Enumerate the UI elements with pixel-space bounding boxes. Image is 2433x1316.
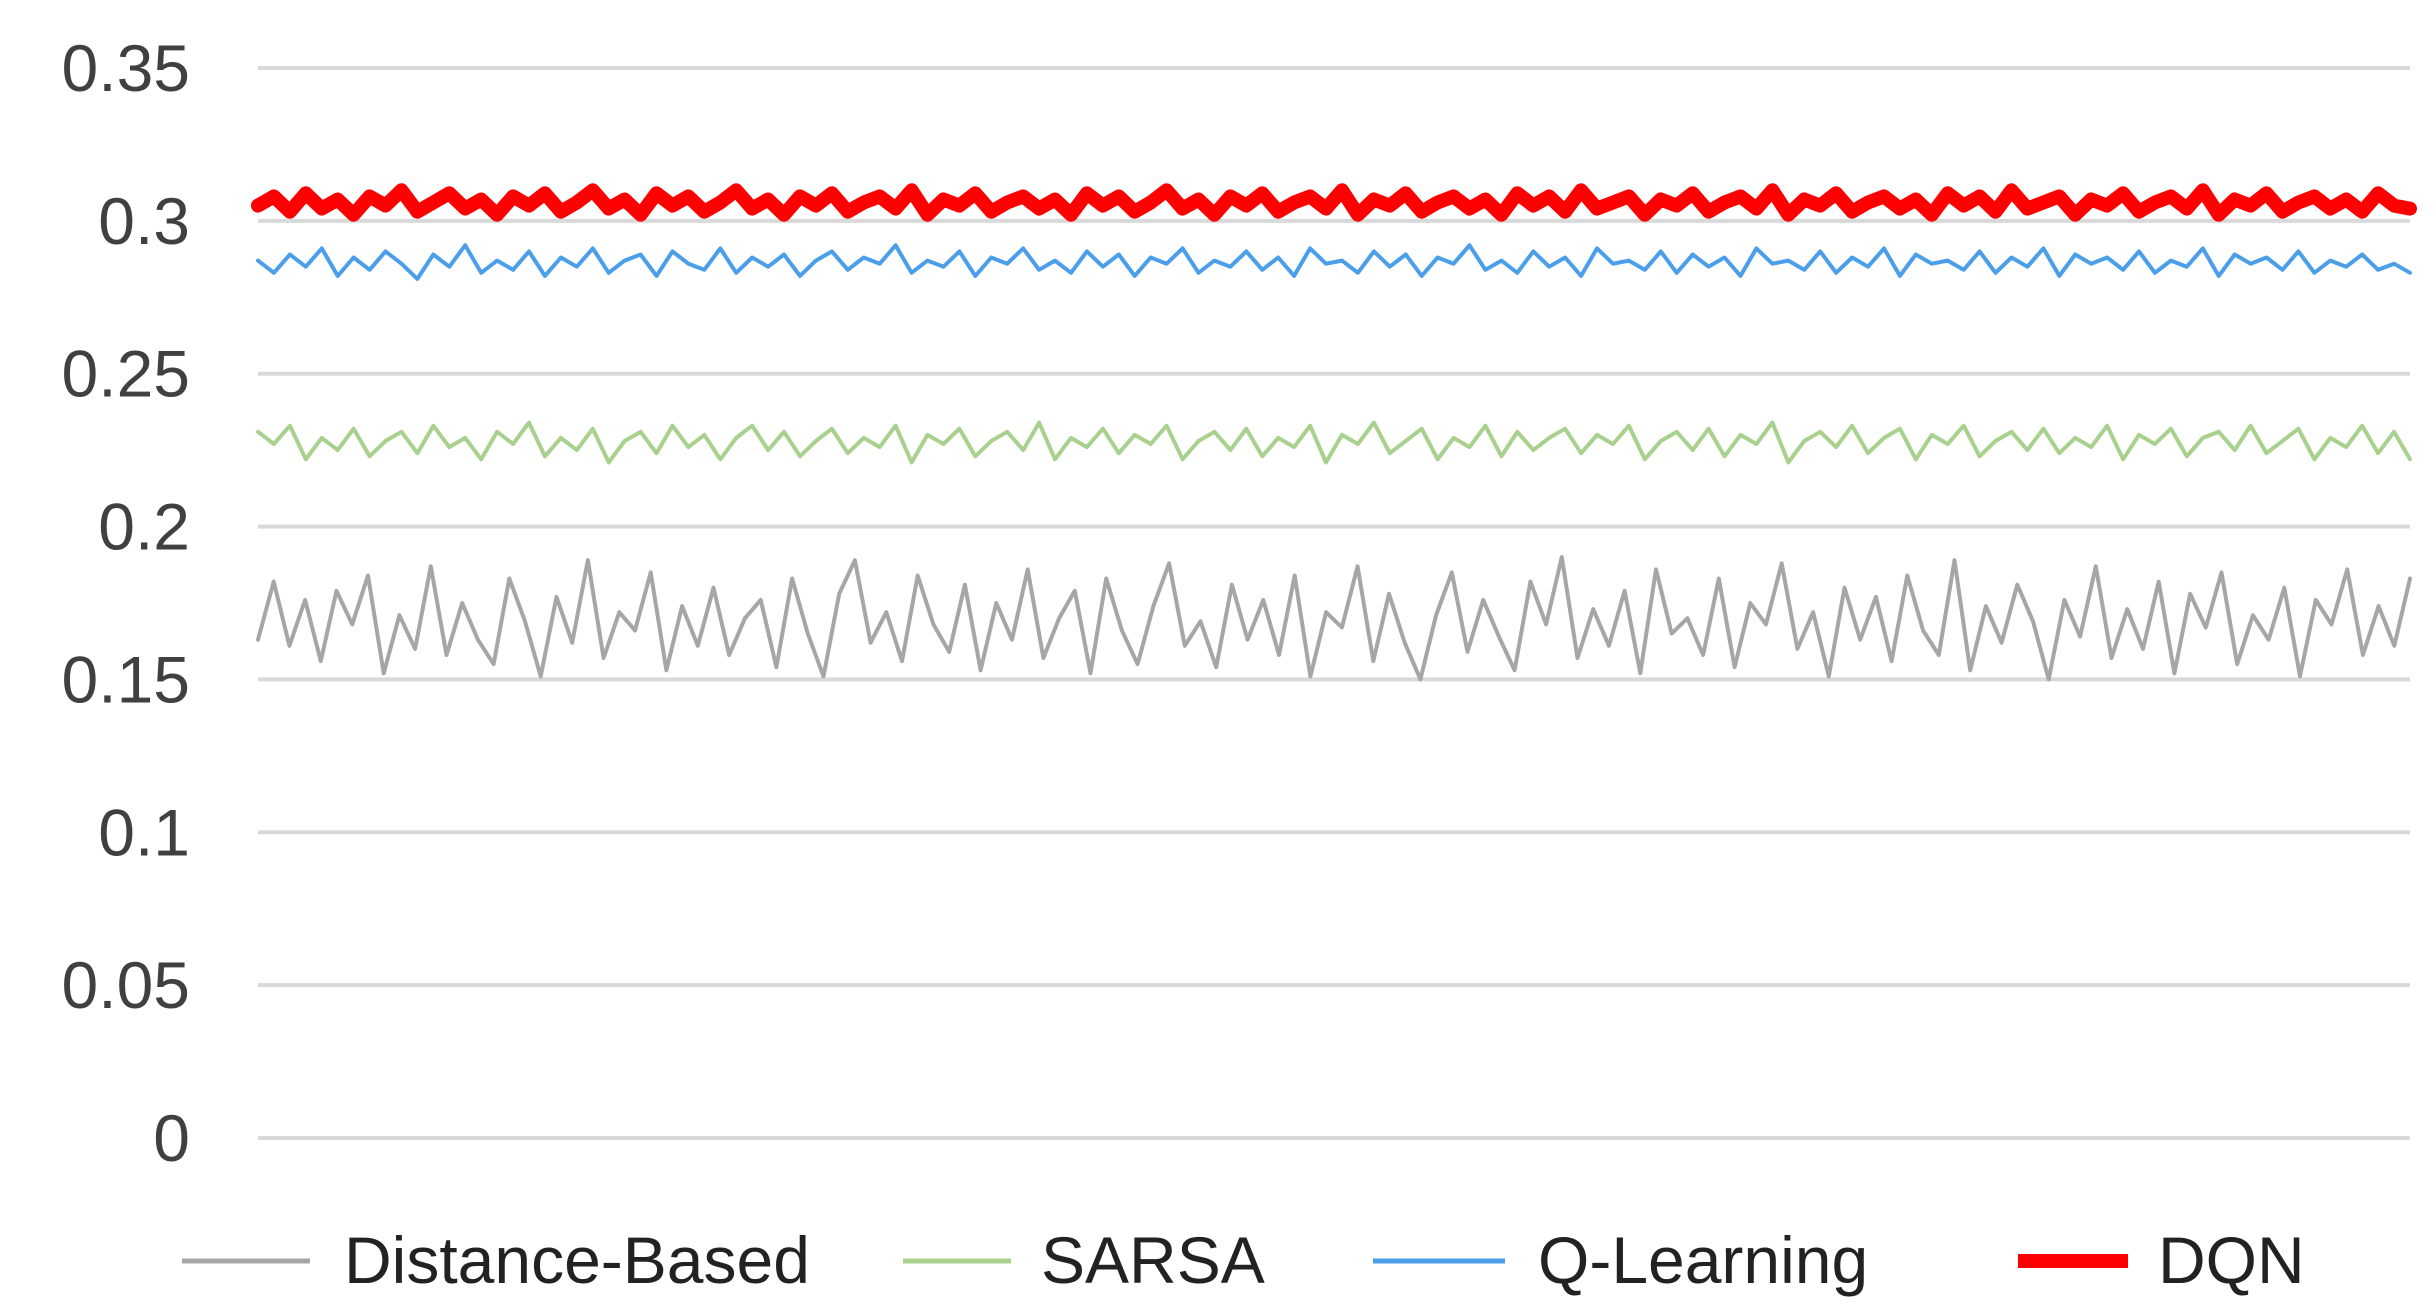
y-tick-label: 0.35 xyxy=(62,31,190,105)
series-line-dqn xyxy=(251,183,2417,222)
y-tick-label: 0.15 xyxy=(62,642,190,716)
legend-label-q-learning: Q-Learning xyxy=(1538,1223,1868,1297)
y-axis-tick-labels: 0.35 0.3 0.25 0.2 0.15 0.1 0.05 0 xyxy=(62,31,190,1175)
legend-label-sarsa: SARSA xyxy=(1041,1223,1265,1297)
series-line-q-learning xyxy=(256,243,2412,281)
y-tick-label: 0.3 xyxy=(98,184,190,258)
series-lines xyxy=(251,183,2417,682)
series-line-sarsa xyxy=(256,420,2412,465)
y-tick-label: 0.2 xyxy=(98,490,190,564)
gridlines xyxy=(258,66,2410,1140)
series-line-distance-based xyxy=(256,555,2412,682)
legend-label-dqn: DQN xyxy=(2158,1223,2305,1297)
y-tick-label: 0.05 xyxy=(62,948,190,1022)
y-tick-label: 0.25 xyxy=(62,337,190,411)
legend: Distance-Based SARSA Q-Learning DQN xyxy=(182,1223,2305,1297)
legend-label-distance-based: Distance-Based xyxy=(344,1223,810,1297)
y-tick-label: 0.1 xyxy=(98,795,190,869)
y-tick-label: 0 xyxy=(153,1101,190,1175)
